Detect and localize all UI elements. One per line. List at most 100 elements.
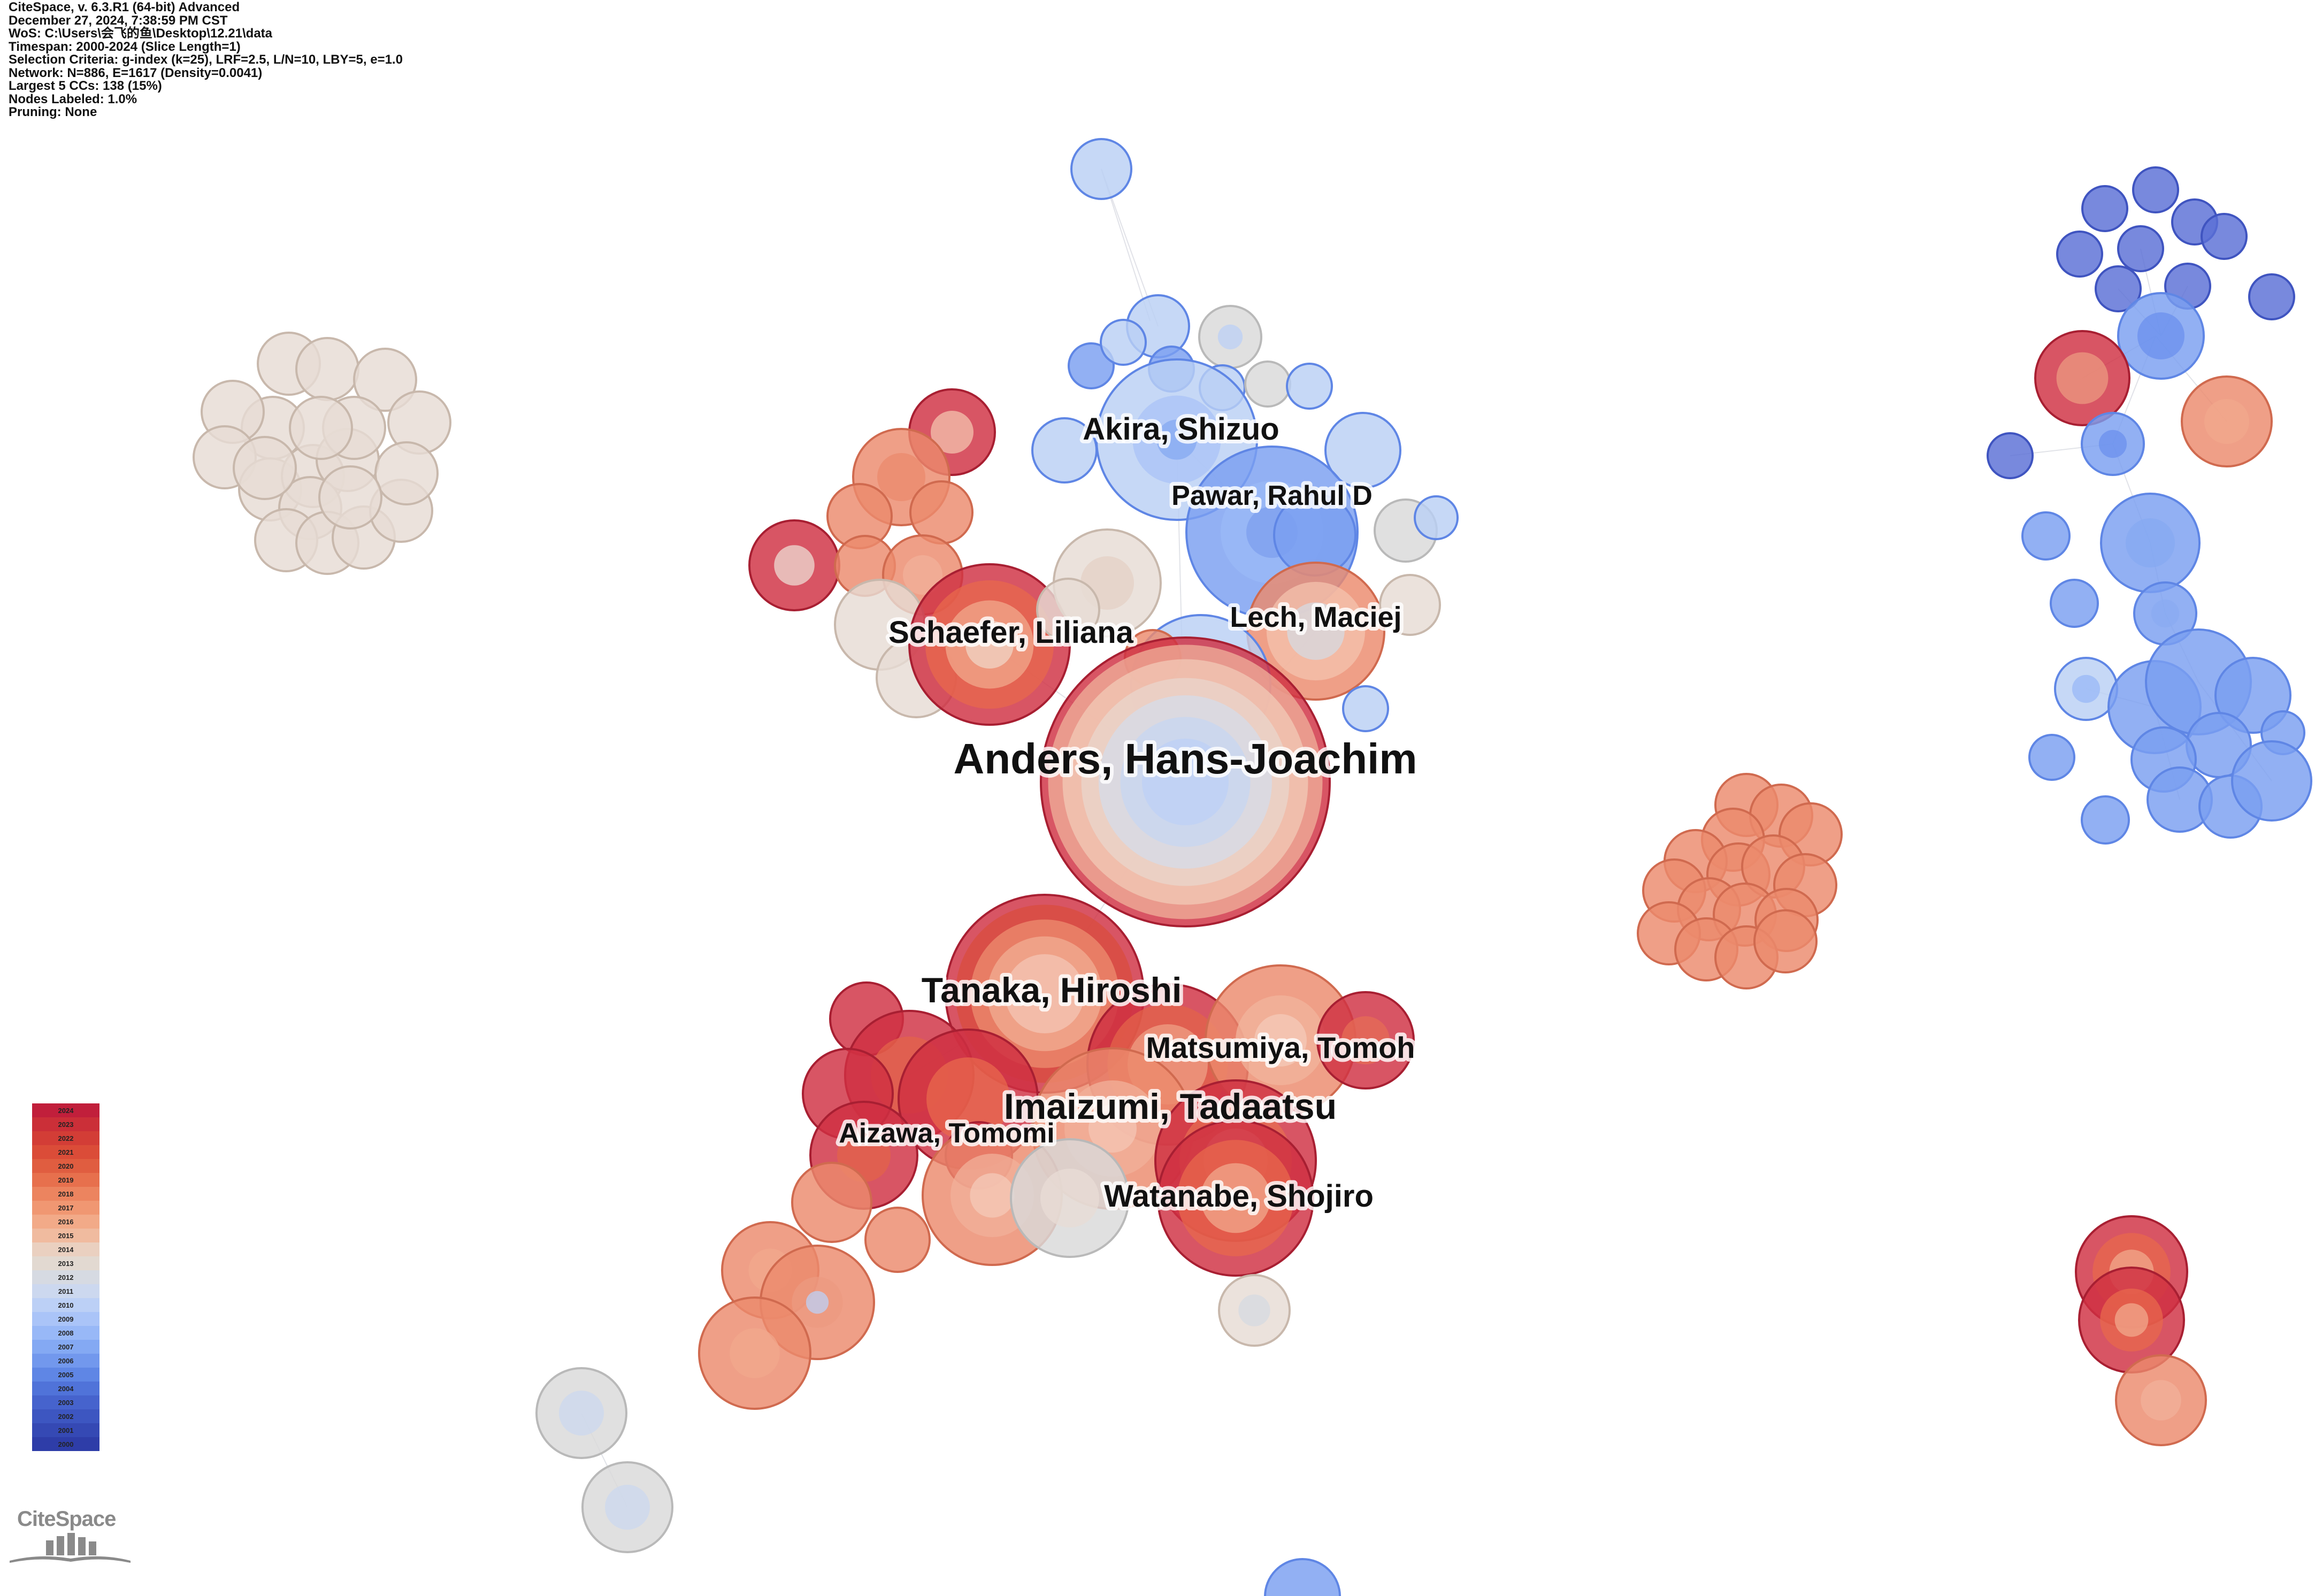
network-node [233,436,297,500]
network-node [1244,360,1291,408]
network-node [1031,417,1098,484]
legend-year-cell: 2001 [32,1423,99,1437]
legend-year-cell: 2009 [32,1312,99,1326]
network-node [1198,305,1262,369]
network-node [2117,292,2205,380]
network-node [374,441,439,505]
network-node [581,1461,673,1553]
network-node [2021,511,2071,561]
legend-year-cell: 2014 [32,1242,99,1256]
network-node [2132,166,2179,213]
node-label-tanaka: Tanaka, Hiroshi [922,970,1182,1010]
legend-year-cell: 2017 [32,1201,99,1215]
network-node [2034,330,2130,426]
node-labels: Akira, Shizuo Pawar, Rahul D Lech, Macie… [835,408,1421,1217]
network-node [698,1296,811,1410]
network-node [2117,225,2164,272]
legend-year-cell: 2021 [32,1145,99,1159]
network-node [2181,375,2273,467]
network-node [2115,1354,2207,1446]
network-node [1157,1119,1314,1277]
network-node [2028,734,2075,781]
network-node [2050,579,2099,628]
network-node [2133,581,2197,646]
legend-year-cell: 2010 [32,1298,99,1312]
node-label-pawar: Pawar, Rahul D [1171,480,1373,511]
network-node [864,1207,931,1273]
network-node [535,1367,627,1459]
network-node [1010,1138,1130,1258]
network-node [1379,574,1441,636]
network-node [1753,909,1818,973]
network-node [2081,795,2130,845]
header-line: Selection Criteria: g-index (k=25), LRF=… [9,52,403,67]
header-line: WoS: C:\Users\会飞的鱼\Desktop\12.21\data [9,26,273,41]
network-node [908,563,1071,726]
logo-book-icon [10,1533,131,1563]
node-label-imaizumi: Imaizumi, Tadaatsu [1004,1086,1337,1127]
header-line: Network: N=886, E=1617 (Density=0.0041) [9,65,263,80]
network-node [1286,363,1333,410]
node-label-lech: Lech, Maciej [1230,601,1401,633]
legend-year-cell: 2012 [32,1270,99,1284]
network-node [1324,412,1401,489]
legend-year-cell: 2023 [32,1117,99,1131]
header-line: Nodes Labeled: 1.0% [9,91,137,106]
legend-year-cell: 2002 [32,1409,99,1423]
legend-year-cell: 2013 [32,1256,99,1270]
network-node [2201,213,2248,260]
network-node [1070,138,1132,200]
network-node [2231,740,2312,822]
network-node [1036,578,1100,642]
network-node [1068,342,1115,389]
network-node [1040,636,1331,927]
citespace-logo: CiteSpace [7,1507,131,1566]
network-node [289,396,353,460]
network-node [791,1162,872,1243]
node-label-akira: Akira, Shizuo [1083,412,1279,447]
legend-year-cell: 2016 [32,1215,99,1229]
network-node [2081,185,2128,232]
network-node [2056,231,2103,278]
network-node [1414,495,1459,540]
legend-year-cell: 2004 [32,1382,99,1395]
network-node [1316,991,1415,1089]
network-node [318,465,382,530]
legend-year-cell: 2000 [32,1437,99,1451]
node-label-anders: Anders, Hans-Joachim [954,735,1417,782]
legend-year-cell: 2022 [32,1131,99,1145]
network-node [2081,412,2145,476]
node-label-schaefer: Schaefer, Liliana [888,615,1134,650]
network-node [1205,964,1356,1116]
legend-year-cell: 2024 [32,1103,99,1117]
node-label-matsumiya: Matsumiya, Tomoh [1146,1031,1415,1064]
legend-year-cell: 2018 [32,1187,99,1201]
network-node [353,348,417,412]
network-node [2095,265,2142,312]
legend-year-cell: 2019 [32,1173,99,1187]
network-node [909,480,973,544]
network-node [2248,273,2295,320]
node-label-watanabe: Watanabe, Shojiro [1104,1179,1374,1214]
network-node [2078,1267,2185,1374]
network-info-header: CiteSpace, v. 6.3.R1 (64-bit) Advanced De… [9,1,403,119]
network-node [1264,1558,1341,1596]
legend-year-cell: 2015 [32,1229,99,1242]
year-color-legend: 2024 2023 2022 2021 2020 2019 2018 2017 2016 2015… [32,1103,99,1451]
network-node [1246,562,1385,701]
network-node [1218,1274,1291,1347]
legend-year-cell: 2006 [32,1354,99,1368]
network-node [2100,493,2201,593]
legend-year-cell: 2008 [32,1326,99,1340]
header-line: Pruning: None [9,105,97,119]
network-node [748,519,840,611]
network-node [1342,685,1389,732]
node-label-aizawa: Aizawa, Tomomi [839,1118,1055,1149]
legend-year-cell: 2005 [32,1368,99,1382]
network-node [1100,319,1147,366]
logo-text: CiteSpace [17,1507,116,1531]
header-line: Largest 5 CCs: 138 (15%) [9,79,162,93]
legend-year-cell: 2007 [32,1340,99,1354]
network-node [1987,432,2034,479]
